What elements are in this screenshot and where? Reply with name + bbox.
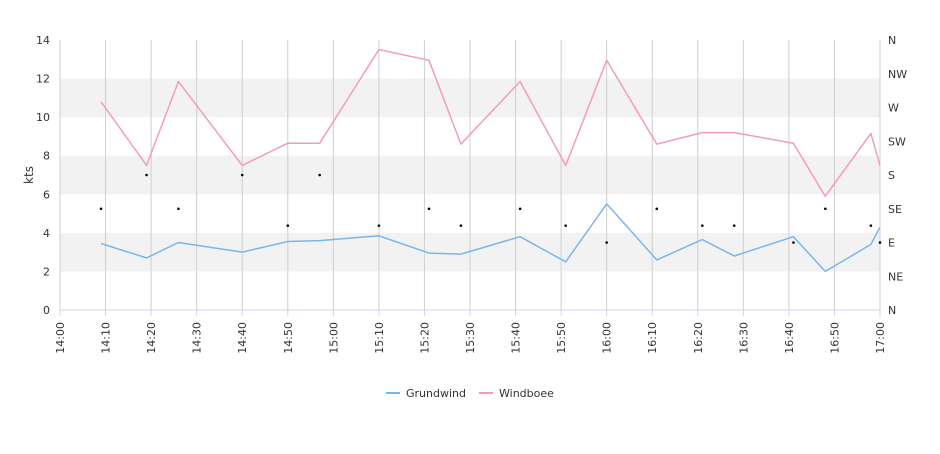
grundwind-line	[100, 203, 881, 273]
y-axis-title: kts	[22, 166, 36, 184]
richtung-point-7	[427, 207, 431, 211]
x-tick-label-14-50: 14:50	[282, 322, 295, 354]
x-tick-label-15-30: 15:30	[464, 322, 477, 354]
x-tick-label-16-10: 16:10	[646, 322, 659, 354]
y-tick-label-12: 12	[36, 73, 50, 86]
richtung-point-17	[869, 224, 873, 227]
y-tick-label-10: 10	[36, 111, 50, 124]
direction-tick-label-3: SE	[888, 203, 902, 216]
richtung-point-16	[824, 207, 827, 211]
x-tick-label-15-50: 15:50	[555, 322, 568, 354]
y-tick-label-6: 6	[43, 188, 50, 201]
legend-item-grundwind[interactable]: Grundwind	[386, 387, 466, 400]
richtung-point-8	[459, 224, 463, 227]
x-tick-label-17-00: 17:00	[874, 322, 887, 354]
y-tick-label-14: 14	[36, 34, 50, 47]
richtung-point-0	[99, 207, 103, 211]
x-tick-label-16-40: 16:40	[783, 322, 796, 354]
richtung-point-5	[318, 173, 321, 177]
direction-axis-ticks: N NE E SE S SW W NW N	[888, 34, 907, 317]
y-tick-label-4: 4	[43, 227, 50, 240]
legend: Grundwind Windboee	[386, 387, 554, 400]
direction-tick-label-0: N	[888, 304, 896, 317]
series-windboee	[100, 48, 881, 197]
x-tick-label-15-10: 15:10	[373, 322, 386, 354]
series-grundwind	[100, 203, 881, 273]
series-richtung	[99, 173, 882, 244]
direction-tick-label-6: W	[888, 102, 899, 115]
legend-label-windboee: Windboee	[499, 387, 554, 400]
legend-label-grundwind: Grundwind	[406, 387, 466, 400]
direction-tick-label-1: NE	[888, 270, 903, 283]
richtung-point-18	[878, 241, 882, 244]
direction-tick-label-5: SW	[888, 135, 906, 148]
direction-tick-label-8: N	[888, 34, 896, 47]
richtung-point-9	[518, 207, 522, 211]
x-tick-label-16-00: 16:00	[601, 322, 614, 354]
windboee-line	[100, 48, 881, 197]
x-tick-label-14-20: 14:20	[145, 322, 158, 354]
richtung-point-11	[605, 241, 608, 244]
x-tick-label-15-20: 15:20	[418, 322, 431, 354]
richtung-point-13	[701, 224, 704, 227]
richtung-point-1	[145, 173, 148, 177]
x-axis-ticks: 14:00 14:10 14:20 14:30 14:40 14:50 15:00 15:10…	[54, 310, 887, 354]
y-axis-ticks: 0 2 4 6 8 10 12 14	[36, 34, 50, 317]
x-tick-label-16-30: 16:30	[737, 322, 750, 354]
richtung-point-14	[732, 224, 736, 227]
richtung-point-3	[240, 173, 244, 177]
richtung-point-12	[655, 207, 659, 211]
x-tick-label-14-40: 14:40	[236, 322, 249, 354]
richtung-point-6	[377, 224, 381, 227]
richtung-point-4	[286, 224, 290, 227]
x-tick-label-15-00: 15:00	[327, 322, 340, 354]
x-tick-label-14-30: 14:30	[191, 322, 204, 354]
direction-tick-label-4: S	[888, 169, 895, 182]
direction-tick-label-7: NW	[888, 68, 907, 81]
x-tick-label-14-10: 14:10	[100, 322, 113, 354]
y-tick-label-2: 2	[43, 265, 50, 278]
x-tick-label-16-50: 16:50	[828, 322, 841, 354]
direction-tick-label-2: E	[888, 237, 895, 250]
series-layer	[99, 48, 882, 273]
richtung-point-10	[564, 224, 567, 227]
y-tick-label-0: 0	[43, 304, 50, 317]
richtung-point-15	[792, 241, 795, 244]
x-tick-label-16-20: 16:20	[692, 322, 705, 354]
y-tick-label-8: 8	[43, 150, 50, 163]
x-tick-label-14-00: 14:00	[54, 322, 67, 354]
legend-item-windboee[interactable]: Windboee	[479, 387, 554, 400]
richtung-point-2	[177, 207, 180, 211]
x-tick-label-15-40: 15:40	[510, 322, 523, 354]
